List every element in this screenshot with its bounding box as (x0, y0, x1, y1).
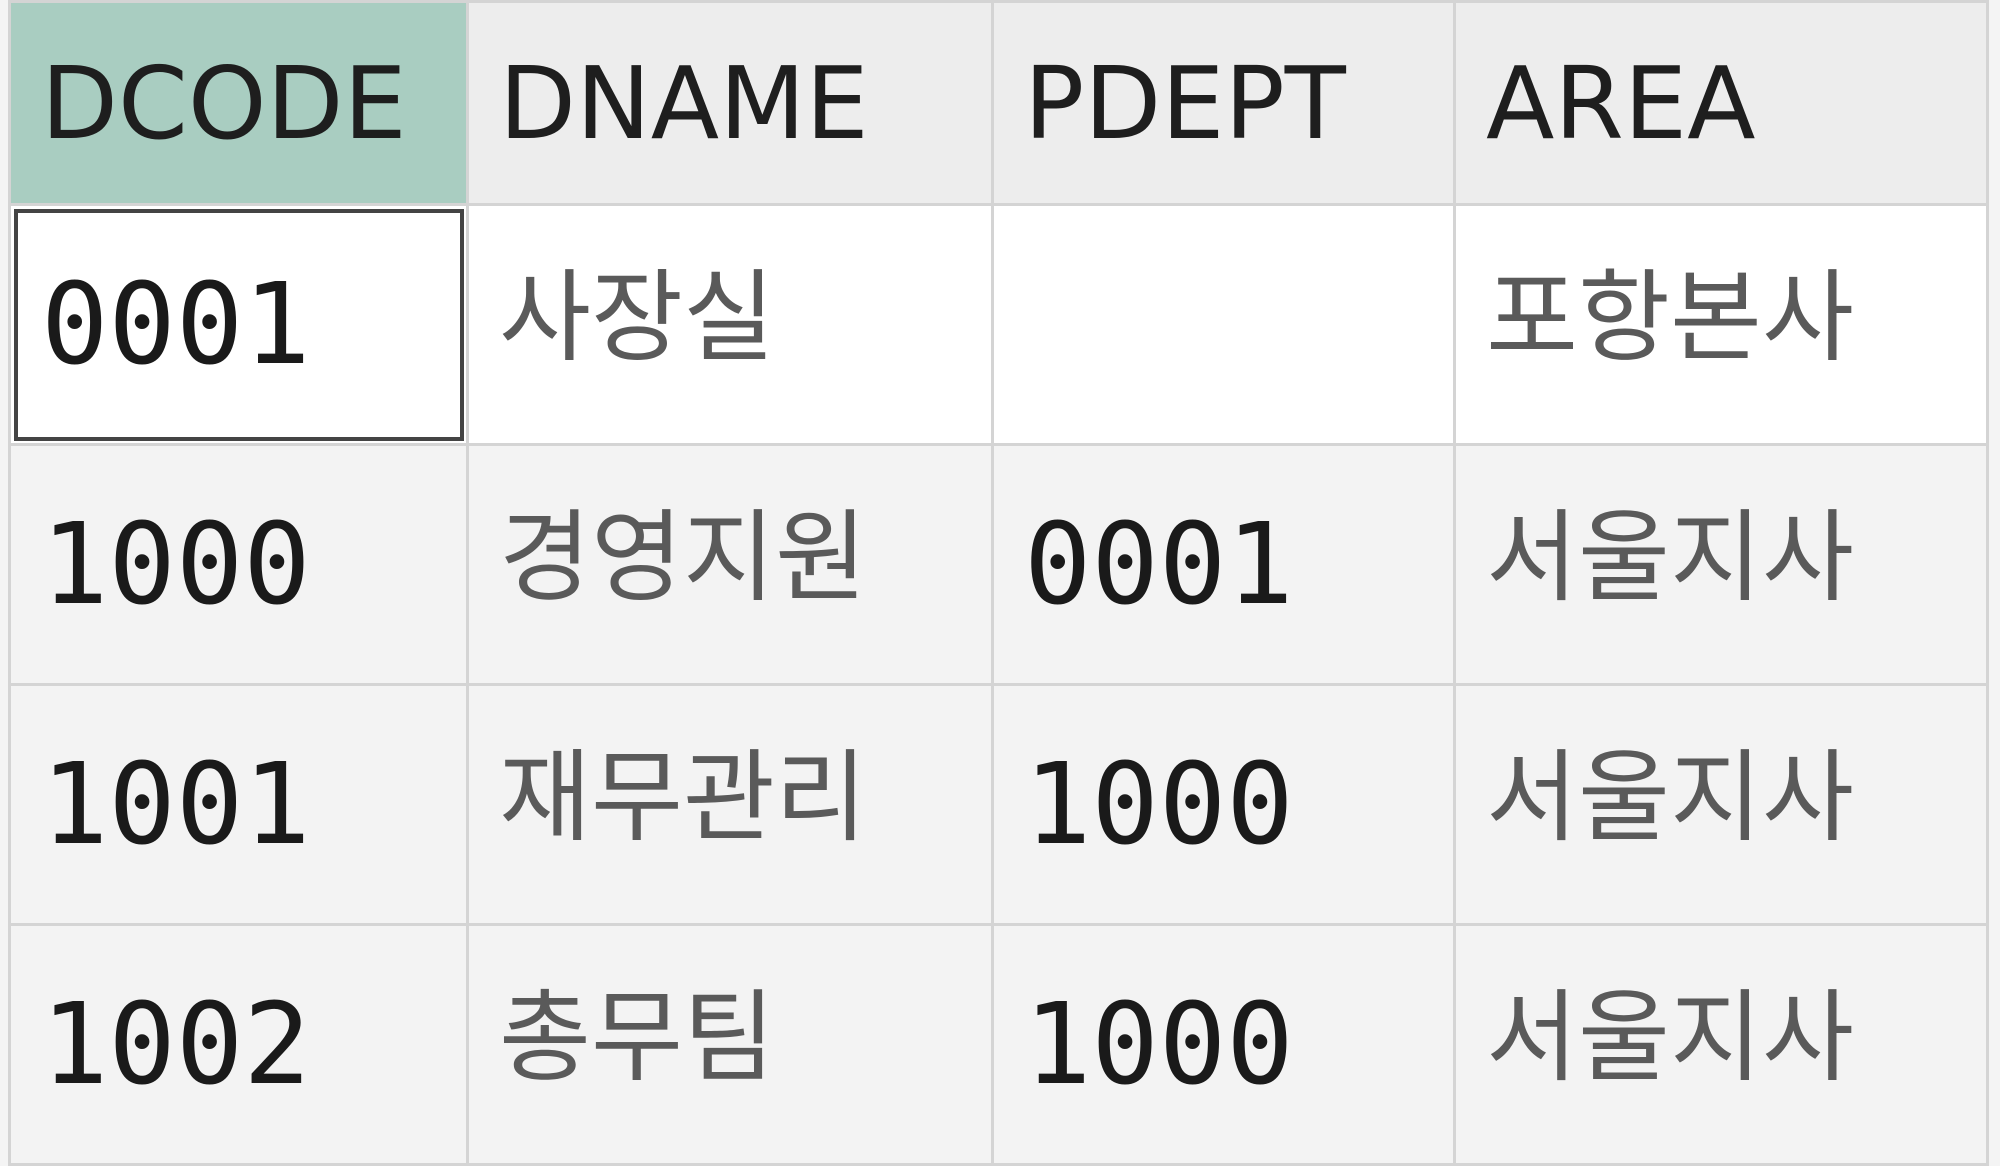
cell-dcode[interactable]: 0001 (8, 203, 469, 446)
cell-dname[interactable]: 사장실 (466, 203, 994, 446)
cell-pdept[interactable] (991, 203, 1456, 446)
table-row: 1000 경영지원 0001 서울지사 (8, 443, 1989, 686)
cell-pdept[interactable]: 1000 (991, 923, 1456, 1166)
table-row: 1002 총무팀 1000 서울지사 (8, 923, 1989, 1166)
cell-dcode[interactable]: 1000 (8, 443, 469, 686)
data-grid: DCODE DNAME PDEPT AREA 0001 사장실 포항본사 100… (8, 0, 1989, 1166)
cell-area[interactable]: 서울지사 (1453, 683, 1989, 926)
cell-dcode[interactable]: 1001 (8, 683, 469, 926)
column-header-dname[interactable]: DNAME (466, 0, 994, 206)
cell-dcode[interactable]: 1002 (8, 923, 469, 1166)
cell-area[interactable]: 서울지사 (1453, 923, 1989, 1166)
header-row: DCODE DNAME PDEPT AREA (8, 0, 1989, 206)
cell-dname[interactable]: 총무팀 (466, 923, 994, 1166)
table-row: 1001 재무관리 1000 서울지사 (8, 683, 1989, 926)
column-header-dcode[interactable]: DCODE (8, 0, 469, 206)
cell-area[interactable]: 포항본사 (1453, 203, 1989, 446)
cell-pdept[interactable]: 0001 (991, 443, 1456, 686)
cell-dname[interactable]: 재무관리 (466, 683, 994, 926)
cell-dname[interactable]: 경영지원 (466, 443, 994, 686)
column-header-area[interactable]: AREA (1453, 0, 1989, 206)
column-header-pdept[interactable]: PDEPT (991, 0, 1456, 206)
cell-area[interactable]: 서울지사 (1453, 443, 1989, 686)
table-row: 0001 사장실 포항본사 (8, 203, 1989, 446)
cell-pdept[interactable]: 1000 (991, 683, 1456, 926)
